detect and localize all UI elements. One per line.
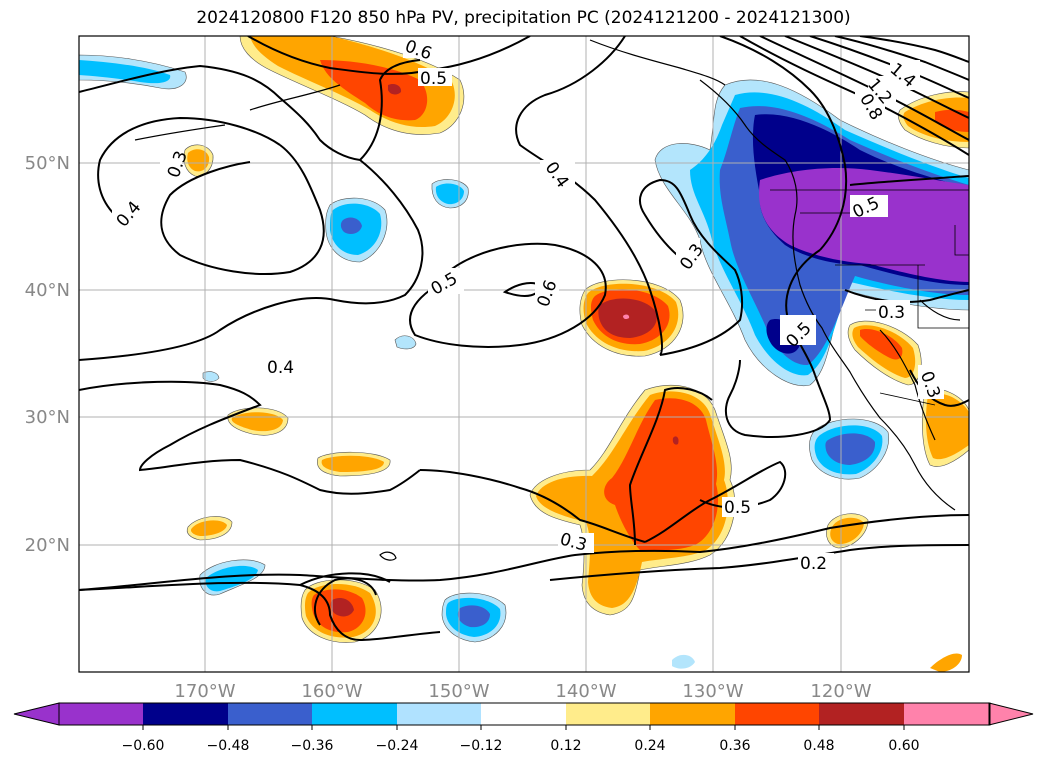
colorbar-tick-label: −0.48: [207, 738, 250, 754]
map-title: 2024120800 F120 850 hPa PV, precipitatio…: [196, 8, 851, 28]
colorbar-extend-max: [988, 702, 1034, 726]
contour-label: 0.3: [878, 303, 905, 323]
longitude-labels: 170°W 160°W 150°W 140°W 130°W 120°W: [174, 681, 871, 702]
colorbar-segment: [481, 703, 567, 725]
colorbar-tick-labels: −0.60 −0.48 −0.36 −0.24 −0.12 0.12 0.24 …: [122, 738, 920, 754]
lat-label: 30°N: [25, 407, 70, 428]
colorbar-ticks: [142, 725, 905, 730]
colorbar-tick-label: 0.12: [550, 738, 581, 754]
colorbar-segment: [650, 703, 736, 725]
colorbar-tick-label: 0.48: [803, 738, 834, 754]
latitude-labels: 50°N 40°N 30°N 20°N: [25, 153, 70, 556]
colorbar-tick-label: −0.24: [376, 738, 419, 754]
contour-label: 0.5: [420, 69, 447, 89]
lon-label: 140°W: [555, 681, 616, 702]
lat-label: 20°N: [25, 535, 70, 556]
colorbar-segment: [59, 703, 144, 725]
graticule: [79, 36, 969, 672]
lon-label: 160°W: [301, 681, 362, 702]
contour-label-backgrounds: [112, 40, 944, 573]
colorbar-segment: [397, 703, 482, 725]
colorbar-segment: [143, 703, 229, 725]
contour-label: 0.5: [724, 498, 751, 518]
lon-label: 170°W: [174, 681, 235, 702]
lat-label: 50°N: [25, 153, 70, 174]
map-frame: [78, 35, 970, 673]
contour-label: 0.4: [267, 358, 294, 378]
colorbar-tick-label: −0.36: [291, 738, 334, 754]
colorbar-segment: [819, 703, 905, 725]
colorbar-tick-label: −0.12: [460, 738, 503, 754]
colorbar-segment: [312, 703, 398, 725]
colorbar-tick-label: 0.36: [719, 738, 750, 754]
colorbar-segment: [566, 703, 651, 725]
colorbar-tick-label: 0.24: [634, 738, 665, 754]
colorbar-tick-label: 0.60: [888, 738, 919, 754]
colorbar-segment: [228, 703, 313, 725]
map-panel: 0.6 0.5 0.3 0.4 0.4 0.5 0.6 0.3 0.4 1.4 …: [79, 36, 969, 672]
lon-label: 150°W: [428, 681, 489, 702]
lon-label: 120°W: [810, 681, 871, 702]
colorbar: −0.60 −0.48 −0.36 −0.24 −0.12 0.12 0.24 …: [13, 702, 1034, 754]
colorbar-segment: [904, 703, 990, 725]
colorbar-segment: [735, 703, 820, 725]
colorbar-extend-min: [13, 702, 60, 726]
lat-label: 40°N: [25, 280, 70, 301]
contour-label: 0.2: [800, 554, 827, 574]
lon-label: 130°W: [682, 681, 743, 702]
colorbar-tick-label: −0.60: [122, 738, 165, 754]
coastlines: [134, 39, 961, 561]
colorbar-outline: [58, 702, 991, 726]
